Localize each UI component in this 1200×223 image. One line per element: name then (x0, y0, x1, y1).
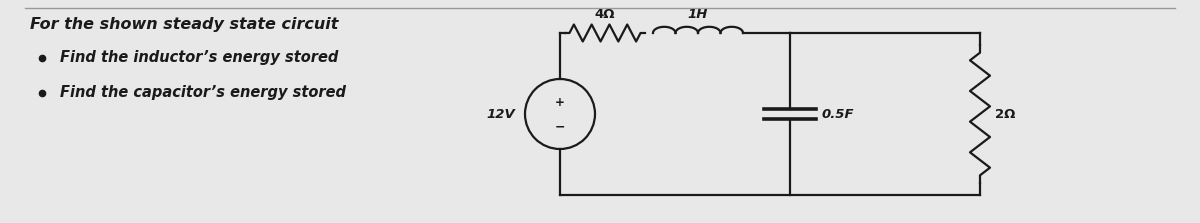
Text: Find the inductor’s energy stored: Find the inductor’s energy stored (60, 50, 338, 65)
Text: Find the capacitor’s energy stored: Find the capacitor’s energy stored (60, 85, 346, 100)
Text: For the shown steady state circuit: For the shown steady state circuit (30, 17, 338, 32)
Text: 12V: 12V (486, 107, 515, 120)
Text: +: + (556, 97, 565, 109)
Text: 4Ω: 4Ω (595, 8, 616, 21)
Text: −: − (554, 120, 565, 134)
Text: 1H: 1H (688, 8, 708, 21)
Text: 0.5F: 0.5F (822, 107, 854, 120)
Text: 2Ω: 2Ω (995, 107, 1015, 120)
